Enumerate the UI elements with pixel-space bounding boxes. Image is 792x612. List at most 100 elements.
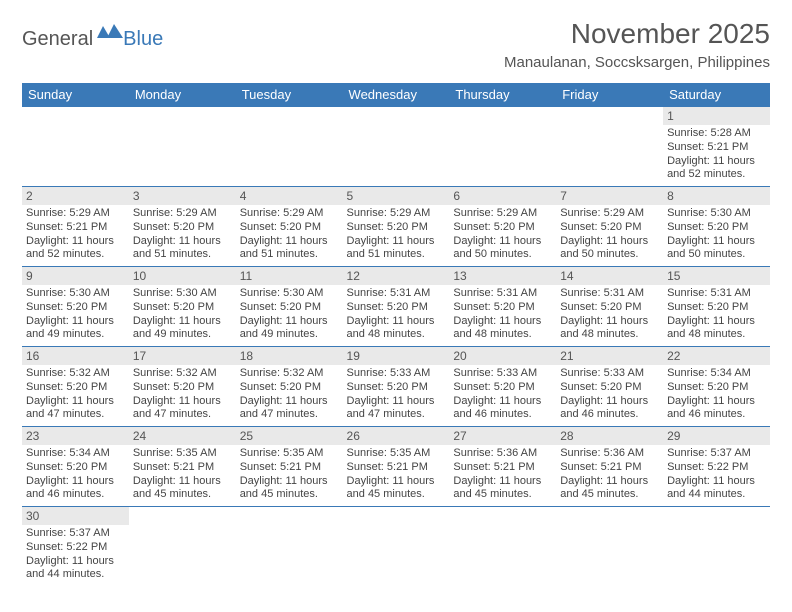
title-block: November 2025 Manaulanan, Soccsksargen, … — [504, 18, 770, 71]
calendar-cell: 18Sunrise: 5:32 AMSunset: 5:20 PMDayligh… — [236, 347, 343, 427]
sunset-text: Sunset: 5:21 PM — [133, 461, 232, 475]
daylight-text: Daylight: 11 hours and 50 minutes. — [453, 235, 552, 263]
calendar-cell: 6 Sunrise: 5:29 AMSunset: 5:20 PMDaylight… — [449, 187, 556, 267]
daylight-text: Daylight: 11 hours and 49 minutes. — [240, 315, 339, 343]
day-number: 11 — [236, 267, 343, 285]
sunset-text: Sunset: 5:20 PM — [240, 221, 339, 235]
day-number: 25 — [236, 427, 343, 445]
daylight-text: Daylight: 11 hours and 46 minutes. — [26, 475, 125, 503]
calendar-cell: 5Sunrise: 5:29 AMSunset: 5:20 PMDaylight… — [343, 187, 450, 267]
daylight-text: Daylight: 11 hours and 45 minutes. — [240, 475, 339, 503]
calendar-cell: 15Sunrise: 5:31 AMSunset: 5:20 PMDayligh… — [663, 267, 770, 347]
day-body: Sunrise: 5:34 AMSunset: 5:20 PMDaylight:… — [663, 365, 770, 426]
daylight-text: Daylight: 11 hours and 47 minutes. — [347, 395, 446, 423]
day-body: Sunrise: 5:32 AMSunset: 5:20 PMDaylight:… — [129, 365, 236, 426]
day-body: Sunrise: 5:35 AMSunset: 5:21 PMDaylight:… — [129, 445, 236, 506]
calendar-row: 30Sunrise: 5:37 AMSunset: 5:22 PMDayligh… — [22, 507, 770, 587]
daylight-text: Daylight: 11 hours and 46 minutes. — [560, 395, 659, 423]
sunrise-text: Sunrise: 5:30 AM — [240, 287, 339, 301]
calendar-cell: 25Sunrise: 5:35 AMSunset: 5:21 PMDayligh… — [236, 427, 343, 507]
sunrise-text: Sunrise: 5:29 AM — [240, 207, 339, 221]
sunset-text: Sunset: 5:20 PM — [560, 381, 659, 395]
day-body: Sunrise: 5:30 AMSunset: 5:20 PMDaylight:… — [22, 285, 129, 346]
calendar-cell: 10Sunrise: 5:30 AMSunset: 5:20 PMDayligh… — [129, 267, 236, 347]
calendar-row: 2Sunrise: 5:29 AMSunset: 5:21 PMDaylight… — [22, 187, 770, 267]
calendar-cell: 11Sunrise: 5:30 AMSunset: 5:20 PMDayligh… — [236, 267, 343, 347]
daylight-text: Daylight: 11 hours and 49 minutes. — [133, 315, 232, 343]
sunrise-text: Sunrise: 5:37 AM — [667, 447, 766, 461]
daylight-text: Daylight: 11 hours and 51 minutes. — [133, 235, 232, 263]
calendar-cell: 7Sunrise: 5:29 AMSunset: 5:20 PMDaylight… — [556, 187, 663, 267]
sunrise-text: Sunrise: 5:31 AM — [347, 287, 446, 301]
day-number: 3 — [129, 187, 236, 205]
daylight-text: Daylight: 11 hours and 49 minutes. — [26, 315, 125, 343]
calendar-row: 1Sunrise: 5:28 AMSunset: 5:21 PMDaylight… — [22, 107, 770, 187]
calendar-cell: 24Sunrise: 5:35 AMSunset: 5:21 PMDayligh… — [129, 427, 236, 507]
day-number: 8 — [663, 187, 770, 205]
calendar-cell: 8Sunrise: 5:30 AMSunset: 5:20 PMDaylight… — [663, 187, 770, 267]
day-number: 18 — [236, 347, 343, 365]
daylight-text: Daylight: 11 hours and 45 minutes. — [347, 475, 446, 503]
calendar-cell: 29Sunrise: 5:37 AMSunset: 5:22 PMDayligh… — [663, 427, 770, 507]
day-body: Sunrise: 5:30 AMSunset: 5:20 PMDaylight:… — [236, 285, 343, 346]
day-body: Sunrise: 5:35 AMSunset: 5:21 PMDaylight:… — [236, 445, 343, 506]
calendar-cell — [129, 107, 236, 187]
sunset-text: Sunset: 5:21 PM — [560, 461, 659, 475]
sunrise-text: Sunrise: 5:30 AM — [133, 287, 232, 301]
sunset-text: Sunset: 5:20 PM — [26, 461, 125, 475]
day-number: 26 — [343, 427, 450, 445]
calendar-cell: 9Sunrise: 5:30 AMSunset: 5:20 PMDaylight… — [22, 267, 129, 347]
calendar-cell — [236, 107, 343, 187]
calendar-cell: 28Sunrise: 5:36 AMSunset: 5:21 PMDayligh… — [556, 427, 663, 507]
sunset-text: Sunset: 5:20 PM — [347, 221, 446, 235]
sunset-text: Sunset: 5:22 PM — [667, 461, 766, 475]
day-body: Sunrise: 5:37 AMSunset: 5:22 PMDaylight:… — [22, 525, 129, 586]
calendar-cell: 3Sunrise: 5:29 AMSunset: 5:20 PMDaylight… — [129, 187, 236, 267]
daylight-text: Daylight: 11 hours and 45 minutes. — [133, 475, 232, 503]
weekday-header: Friday — [556, 83, 663, 107]
calendar-cell: 16Sunrise: 5:32 AMSunset: 5:20 PMDayligh… — [22, 347, 129, 427]
calendar-cell: 13Sunrise: 5:31 AMSunset: 5:20 PMDayligh… — [449, 267, 556, 347]
sunrise-text: Sunrise: 5:29 AM — [133, 207, 232, 221]
day-number: 14 — [556, 267, 663, 285]
day-number: 12 — [343, 267, 450, 285]
sunset-text: Sunset: 5:22 PM — [26, 541, 125, 555]
sunset-text: Sunset: 5:20 PM — [667, 221, 766, 235]
sunrise-text: Sunrise: 5:29 AM — [453, 207, 552, 221]
sunset-text: Sunset: 5:20 PM — [453, 381, 552, 395]
calendar-cell: 4Sunrise: 5:29 AMSunset: 5:20 PMDaylight… — [236, 187, 343, 267]
weekday-header: Sunday — [22, 83, 129, 107]
day-body: Sunrise: 5:36 AMSunset: 5:21 PMDaylight:… — [449, 445, 556, 506]
sunset-text: Sunset: 5:20 PM — [240, 301, 339, 315]
sunrise-text: Sunrise: 5:29 AM — [26, 207, 125, 221]
daylight-text: Daylight: 11 hours and 45 minutes. — [453, 475, 552, 503]
calendar-cell: 12Sunrise: 5:31 AMSunset: 5:20 PMDayligh… — [343, 267, 450, 347]
day-body: Sunrise: 5:30 AMSunset: 5:20 PMDaylight:… — [129, 285, 236, 346]
day-body: Sunrise: 5:32 AMSunset: 5:20 PMDaylight:… — [236, 365, 343, 426]
day-number: 20 — [449, 347, 556, 365]
sunrise-text: Sunrise: 5:34 AM — [667, 367, 766, 381]
sunrise-text: Sunrise: 5:31 AM — [560, 287, 659, 301]
calendar-cell: 20Sunrise: 5:33 AMSunset: 5:20 PMDayligh… — [449, 347, 556, 427]
day-number: 9 — [22, 267, 129, 285]
sunrise-text: Sunrise: 5:33 AM — [453, 367, 552, 381]
calendar-cell — [449, 107, 556, 187]
calendar-cell — [236, 507, 343, 587]
sunrise-text: Sunrise: 5:29 AM — [560, 207, 659, 221]
sunrise-text: Sunrise: 5:31 AM — [667, 287, 766, 301]
sunrise-text: Sunrise: 5:35 AM — [133, 447, 232, 461]
calendar-cell: 1Sunrise: 5:28 AMSunset: 5:21 PMDaylight… — [663, 107, 770, 187]
day-number: 6 — [449, 187, 556, 205]
day-body: Sunrise: 5:30 AMSunset: 5:20 PMDaylight:… — [663, 205, 770, 266]
sunrise-text: Sunrise: 5:29 AM — [347, 207, 446, 221]
day-body: Sunrise: 5:31 AMSunset: 5:20 PMDaylight:… — [663, 285, 770, 346]
sunset-text: Sunset: 5:20 PM — [453, 221, 552, 235]
sunrise-text: Sunrise: 5:30 AM — [26, 287, 125, 301]
daylight-text: Daylight: 11 hours and 45 minutes. — [560, 475, 659, 503]
calendar-cell: 17Sunrise: 5:32 AMSunset: 5:20 PMDayligh… — [129, 347, 236, 427]
day-number: 2 — [22, 187, 129, 205]
calendar-cell — [556, 107, 663, 187]
day-number: 17 — [129, 347, 236, 365]
sunset-text: Sunset: 5:20 PM — [26, 381, 125, 395]
day-body: Sunrise: 5:33 AMSunset: 5:20 PMDaylight:… — [449, 365, 556, 426]
